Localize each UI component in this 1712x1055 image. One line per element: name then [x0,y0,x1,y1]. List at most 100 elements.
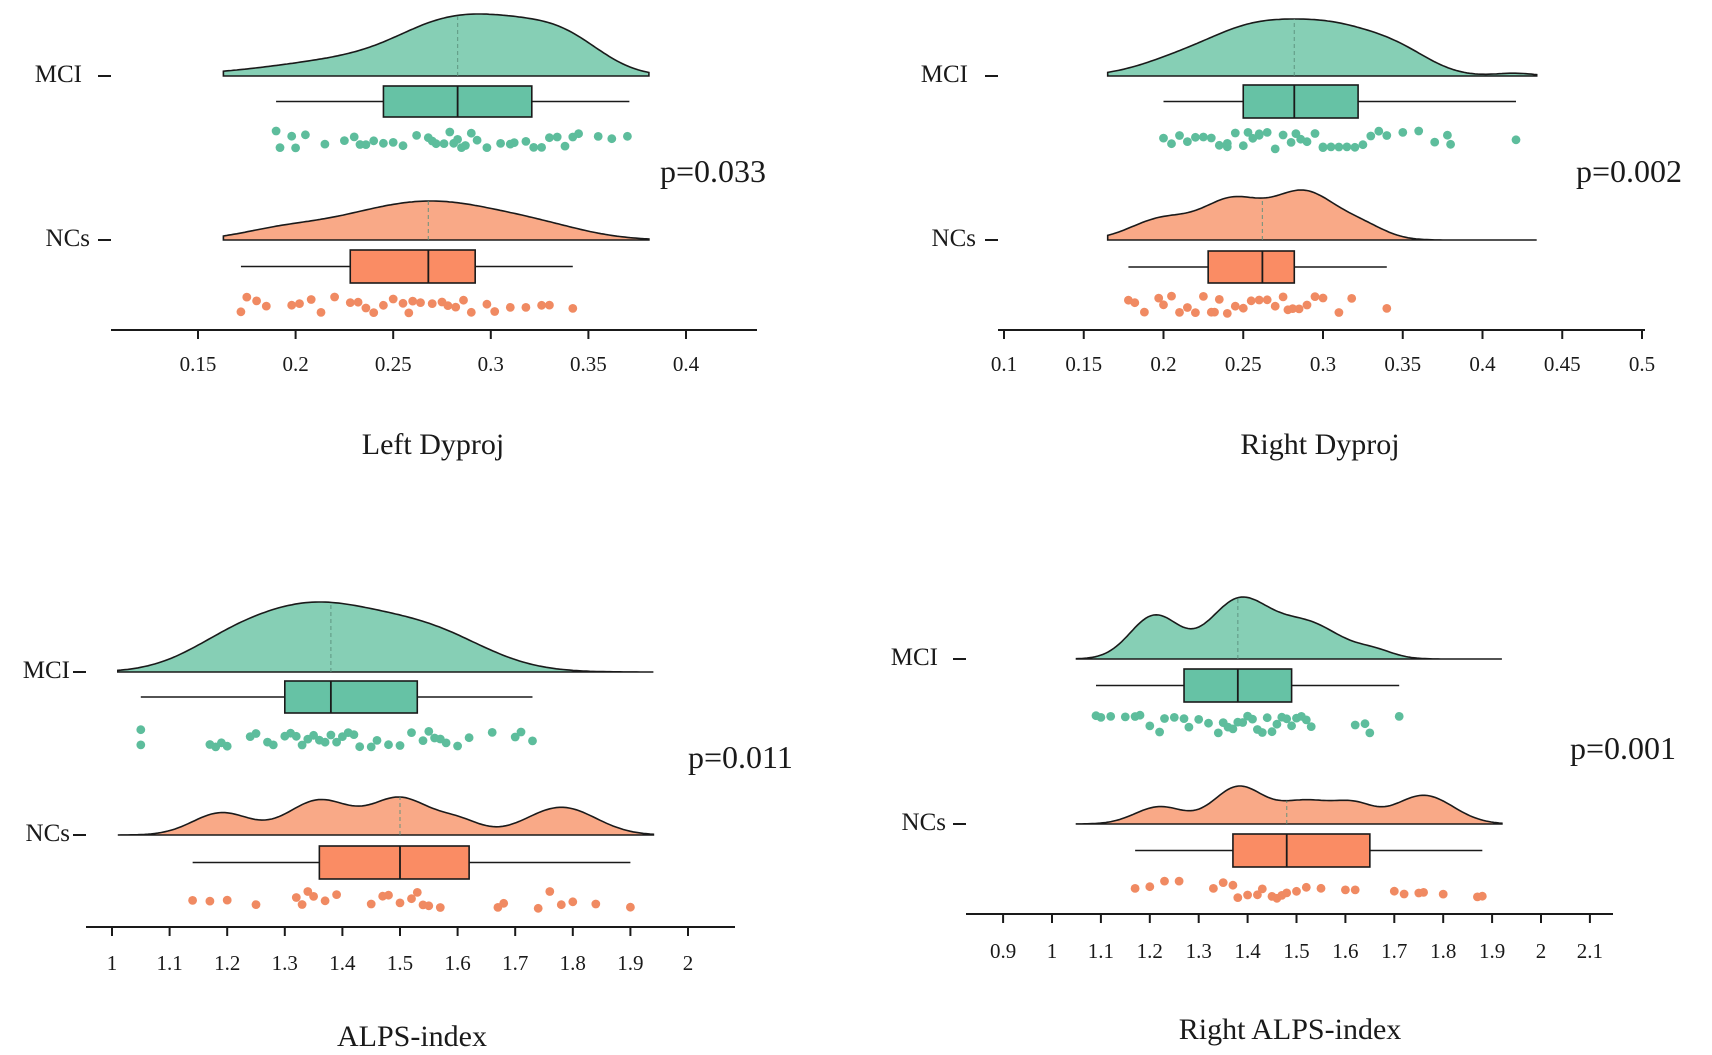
point-mci [461,141,470,150]
point-ncs [407,894,416,904]
point-ncs [222,895,232,905]
point-ncs [1191,308,1200,317]
point-mci [1135,710,1145,720]
point-mci [487,728,497,737]
point-mci [349,730,359,739]
boxplot-layer [140,680,631,880]
point-mci [510,732,520,742]
point-ncs [408,296,418,306]
point-ncs [424,901,434,911]
point-mci [1194,715,1204,724]
point-mci [418,736,428,745]
boxplot-layer [1096,668,1483,868]
point-ncs [1318,293,1328,303]
x-tick-label: 0.3 [1310,352,1336,376]
point-ncs [1301,882,1311,892]
point-ncs [545,300,554,310]
point-ncs [545,887,555,896]
point-ncs [482,299,492,309]
panel-right-alps-index: 0.9 1 1.1 1.2 1.3 1.4 1.5 1.6 1.7 1.8 1.9 2 2.1 MCI … [891,596,1676,1046]
point-mci [1278,130,1288,140]
point-ncs [1419,888,1428,897]
point-ncs [251,900,261,909]
point-ncs [369,308,379,317]
point-ncs [1278,292,1288,302]
point-mci [355,742,365,752]
x-axis-title: ALPS-index [337,1020,487,1053]
point-ncs [1210,307,1219,317]
x-tick-label: 1.5 [387,951,413,975]
point-ncs [388,294,398,304]
point-ncs [1253,890,1262,900]
point-ncs [1350,885,1360,895]
x-tick-label: 2 [1536,939,1547,963]
point-mci [1243,127,1253,137]
point-ncs [568,304,578,313]
point-mci [453,135,462,144]
point-mci [441,738,451,748]
point-ncs [1214,295,1224,304]
point-mci [1334,142,1344,152]
point-mci [384,740,393,750]
group-label-ncs: NCs [46,225,90,252]
point-mci [297,740,307,750]
point-mci [537,143,546,152]
point-mci [1414,126,1424,136]
point-ncs [443,301,453,310]
point-ncs [451,302,461,312]
x-tick-label: 0.35 [570,352,607,376]
point-ncs [412,888,422,897]
point-mci [1446,139,1455,149]
point-mci [1175,131,1184,140]
point-ncs [427,299,437,308]
point-mci [1228,724,1238,734]
x-axis: 1 1.1 1.2 1.3 1.4 1.5 1.6 1.7 1.8 1.9 2 [86,926,735,975]
point-mci [1358,140,1368,150]
point-mci [361,140,371,150]
point-mci [1262,713,1272,723]
point-mci [366,742,376,752]
point-mci [1443,130,1452,140]
point-mci [1272,719,1282,729]
point-mci [1096,713,1106,722]
panel-right-dyproj: 0.1 0.15 0.2 0.25 0.3 0.35 0.4 0.45 0.5 MCI NCs … [921,18,1682,461]
boxplot-layer [240,85,630,284]
point-ncs [252,296,261,306]
point-ncs [1167,291,1176,301]
density-mci [117,601,654,673]
x-tick-label: 1 [1047,939,1058,963]
point-mci [607,134,617,144]
p-value-label: p=0.011 [688,739,793,775]
point-ncs [533,903,543,913]
points-layer [136,725,635,913]
density-layer [1075,596,1503,825]
boxplot-layer [1128,84,1516,284]
point-ncs [505,303,515,312]
x-tick-label: 1 [107,951,118,975]
point-ncs [1310,292,1320,301]
point-ncs [1382,304,1392,313]
point-ncs [306,295,316,304]
point-ncs [1233,893,1243,902]
points-layer [236,126,632,318]
x-axis: 0.15 0.2 0.25 0.3 0.35 0.4 [111,329,757,376]
panel-left-dyproj: 0.15 0.2 0.25 0.3 0.35 0.4 MCI NCs p=0.033 Le… [35,13,766,461]
box-mci [283,680,419,714]
point-mci [412,131,421,140]
point-mci [1374,126,1384,136]
point-mci [1282,714,1292,724]
point-mci [1360,719,1370,729]
point-mci [1206,133,1216,143]
point-mci [439,139,449,149]
point-mci [1238,718,1248,727]
point-mci [1366,131,1376,141]
point-ncs [287,300,297,310]
x-tick-label: 0.25 [375,352,412,376]
point-ncs [384,890,393,900]
point-ncs [537,300,546,310]
point-ncs [1246,296,1256,306]
x-axis-title: Right Dyproj [1240,428,1399,461]
box-ncs [1207,250,1296,284]
point-mci [395,741,405,750]
point-mci [1286,138,1296,147]
